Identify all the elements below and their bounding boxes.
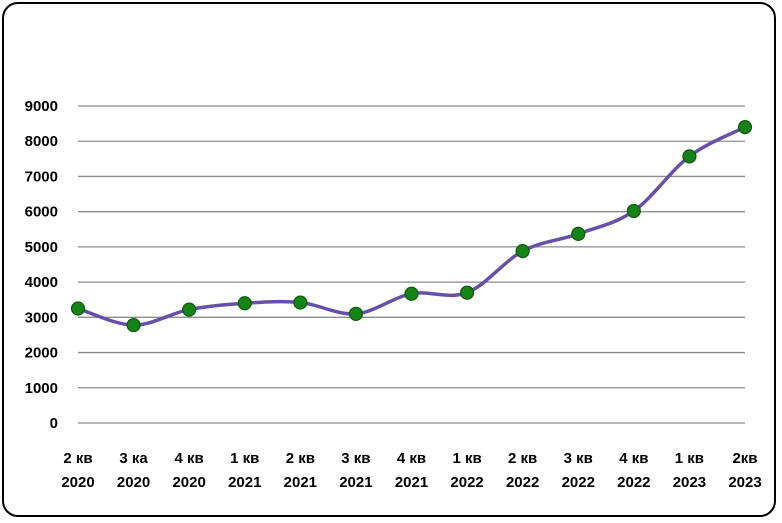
x-tick-label-quarter: 3 кв	[564, 450, 593, 467]
data-points	[70, 120, 753, 333]
y-axis-tick-labels: 0 1000 2000 3000 4000 5000 6000 7000 8000 9000	[25, 98, 58, 432]
x-tick-label-quarter: 4 кв	[619, 450, 648, 467]
x-tick-label-year: 2022	[617, 474, 650, 491]
x-tick-label-year: 2020	[172, 474, 205, 491]
gridlines	[78, 105, 745, 424]
chart-frame	[2, 2, 776, 517]
x-tick-label-year: 2020	[61, 474, 94, 491]
x-tick-label-quarter: 2 кв	[508, 450, 537, 467]
data-point	[126, 317, 141, 333]
x-tick-label-quarter: 2кв	[732, 450, 757, 467]
x-tick-label-quarter: 1 кв	[452, 450, 481, 467]
x-tick-label-year: 2021	[339, 474, 372, 491]
x-tick-label-quarter: 2 кв	[286, 450, 315, 467]
y-tick-label: 3000	[25, 309, 58, 326]
x-tick-label-year: 2021	[228, 474, 261, 491]
data-point	[737, 120, 753, 135]
x-tick-label-year: 2020	[117, 474, 150, 491]
data-point	[571, 226, 586, 241]
y-tick-label: 0	[50, 415, 58, 432]
data-point	[459, 285, 475, 300]
y-tick-label: 6000	[25, 204, 58, 221]
data-point	[626, 203, 641, 219]
x-tick-label-quarter: 4 кв	[397, 450, 426, 467]
data-point	[404, 286, 419, 301]
data-point	[515, 244, 530, 259]
data-point	[182, 302, 197, 317]
x-tick-label-quarter: 2 кв	[63, 450, 92, 467]
x-tick-label-quarter: 1 кв	[675, 450, 704, 467]
x-tick-label-quarter: 1 кв	[230, 450, 259, 467]
x-tick-label-year: 2022	[562, 474, 595, 491]
x-tick-label-quarter: 3 кв	[341, 450, 370, 467]
y-tick-label: 1000	[25, 380, 58, 397]
data-point	[348, 306, 364, 321]
x-tick-label-quarter: 3 ка	[119, 450, 148, 467]
x-tick-label-year: 2023	[728, 474, 761, 491]
data-point	[70, 301, 86, 316]
y-tick-label: 5000	[25, 239, 58, 256]
x-tick-label-quarter: 4 кв	[175, 450, 204, 467]
data-point	[682, 149, 697, 164]
x-tick-label-year: 2021	[395, 474, 428, 491]
y-tick-label: 4000	[25, 274, 58, 291]
y-tick-label: 8000	[25, 133, 58, 150]
x-tick-label-year: 2021	[284, 474, 317, 491]
y-tick-label: 9000	[25, 98, 58, 115]
data-point	[237, 296, 252, 311]
data-point	[293, 295, 308, 310]
x-tick-label-year: 2023	[673, 474, 706, 491]
x-axis-tick-labels: 2 кв 2020 3 ка 2020 4 кв 2020 1 кв 2021 2 кв 2021…	[61, 450, 761, 491]
y-tick-label: 2000	[25, 345, 58, 362]
x-tick-label-year: 2022	[506, 474, 539, 491]
y-tick-label: 7000	[25, 168, 58, 185]
x-tick-label-year: 2022	[450, 474, 483, 491]
